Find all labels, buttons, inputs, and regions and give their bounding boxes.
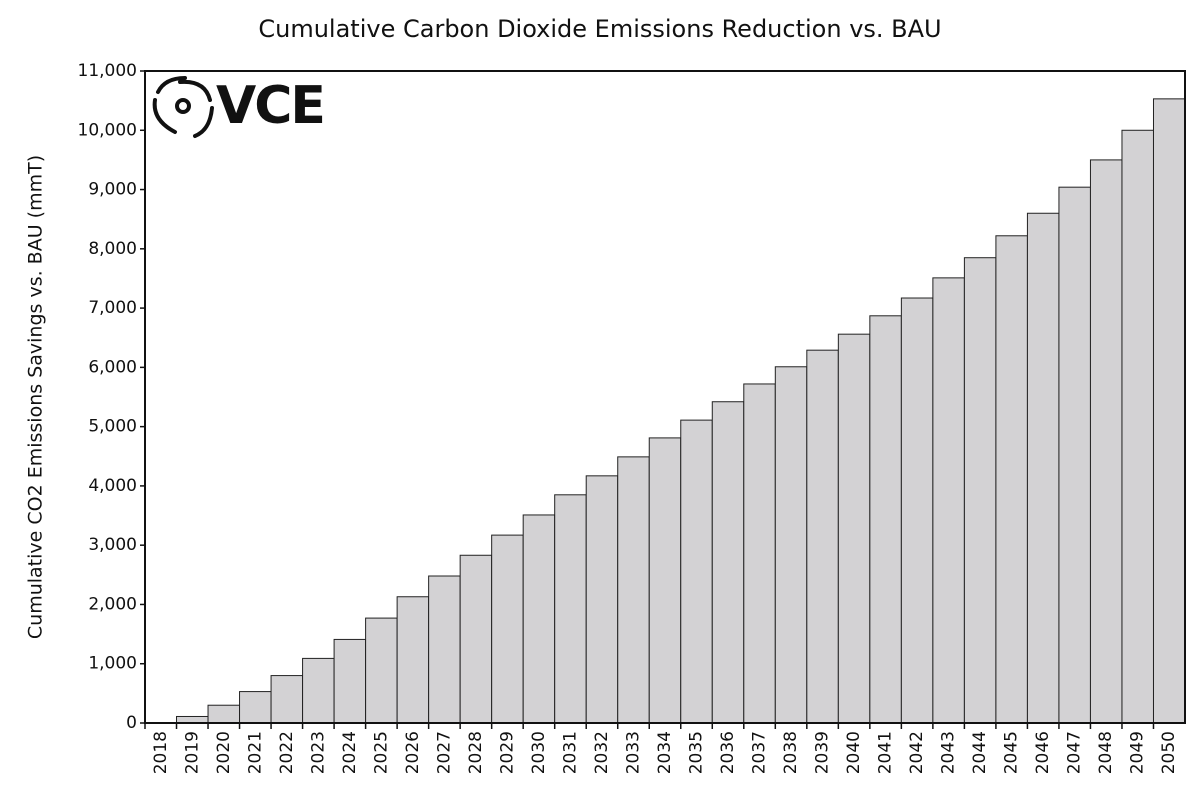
x-tick-label: 2035 (687, 731, 707, 774)
y-tick-label: 8,000 (88, 239, 137, 259)
bar (491, 534, 524, 724)
bar (711, 401, 745, 724)
logo-text: VCE (216, 76, 324, 136)
x-tick-label: 2049 (1128, 731, 1148, 774)
bar (1089, 159, 1123, 724)
bar (1152, 98, 1186, 724)
y-tick-label: 3,000 (88, 535, 137, 555)
bar (837, 333, 871, 724)
bar (270, 675, 304, 724)
bar (1026, 212, 1060, 724)
y-tick-label: 10,000 (78, 120, 137, 140)
x-tick-label: 2046 (1033, 731, 1053, 774)
x-tick-label: 2042 (907, 731, 927, 774)
bar (396, 596, 430, 724)
bar (554, 494, 587, 724)
x-tick-label: 2043 (939, 731, 959, 774)
x-tick-label: 2032 (592, 731, 612, 774)
x-tick-label: 2031 (560, 731, 580, 774)
y-tick-label: 0 (126, 713, 137, 733)
bar (302, 657, 335, 724)
x-tick-label: 2027 (434, 731, 454, 774)
bar (963, 257, 997, 724)
y-tick-label: 5,000 (88, 417, 137, 437)
x-tick-label: 2025 (371, 731, 391, 774)
bar (239, 691, 272, 724)
x-tick-label: 2029 (497, 731, 517, 774)
x-tick-label: 2040 (844, 731, 864, 774)
x-tick-label: 2020 (214, 731, 234, 774)
bar (869, 315, 902, 724)
y-tick-label: 7,000 (88, 298, 137, 318)
chart-title: Cumulative Carbon Dioxide Emissions Redu… (258, 15, 941, 43)
x-tick-label: 2037 (750, 731, 770, 774)
bar (333, 638, 367, 724)
bar (743, 383, 776, 724)
x-tick-label: 2024 (340, 731, 360, 774)
bar (522, 514, 556, 724)
plot-frame (144, 70, 1186, 724)
bar (932, 277, 965, 724)
x-tick-label: 2033 (623, 731, 643, 774)
bar (617, 456, 650, 724)
bar (428, 575, 461, 724)
x-tick-label: 2021 (245, 731, 265, 774)
bar (648, 437, 682, 724)
x-tick-label: 2041 (876, 731, 896, 774)
bar (1058, 186, 1091, 724)
x-tick-label: 2030 (529, 731, 549, 774)
x-tick-label: 2023 (308, 731, 328, 774)
bar (680, 419, 713, 724)
x-tick-label: 2036 (718, 731, 738, 774)
x-tick-label: 2028 (466, 731, 486, 774)
x-tick-label: 2048 (1096, 731, 1116, 774)
x-tick-label: 2026 (403, 731, 423, 774)
x-tick-label: 2045 (1002, 731, 1022, 774)
x-tick-label: 2047 (1065, 731, 1085, 774)
x-tick-label: 2019 (182, 731, 202, 774)
y-tick-label: 6,000 (88, 357, 137, 377)
y-tick-label: 4,000 (88, 476, 137, 496)
bar (995, 235, 1028, 724)
bar (900, 297, 934, 724)
bar (459, 554, 493, 724)
bar (774, 366, 808, 724)
y-tick-label: 11,000 (78, 61, 137, 81)
bar (806, 349, 839, 724)
y-tick-label: 9,000 (88, 180, 137, 200)
x-tick-label: 2044 (970, 731, 990, 774)
logo-icon (152, 76, 214, 138)
bar (585, 475, 619, 724)
y-axis-title: Cumulative CO2 Emissions Savings vs. BAU… (25, 155, 47, 639)
x-tick-label: 2039 (813, 731, 833, 774)
x-tick-label: 2018 (151, 731, 171, 774)
x-tick-label: 2022 (277, 731, 297, 774)
x-tick-label: 2050 (1159, 731, 1179, 774)
y-tick-label: 1,000 (88, 654, 137, 674)
x-tick-label: 2038 (781, 731, 801, 774)
bar (365, 617, 398, 724)
y-tick-label: 2,000 (88, 594, 137, 614)
bar (207, 704, 241, 724)
x-tick-label: 2034 (655, 731, 675, 774)
bar (1121, 129, 1154, 724)
